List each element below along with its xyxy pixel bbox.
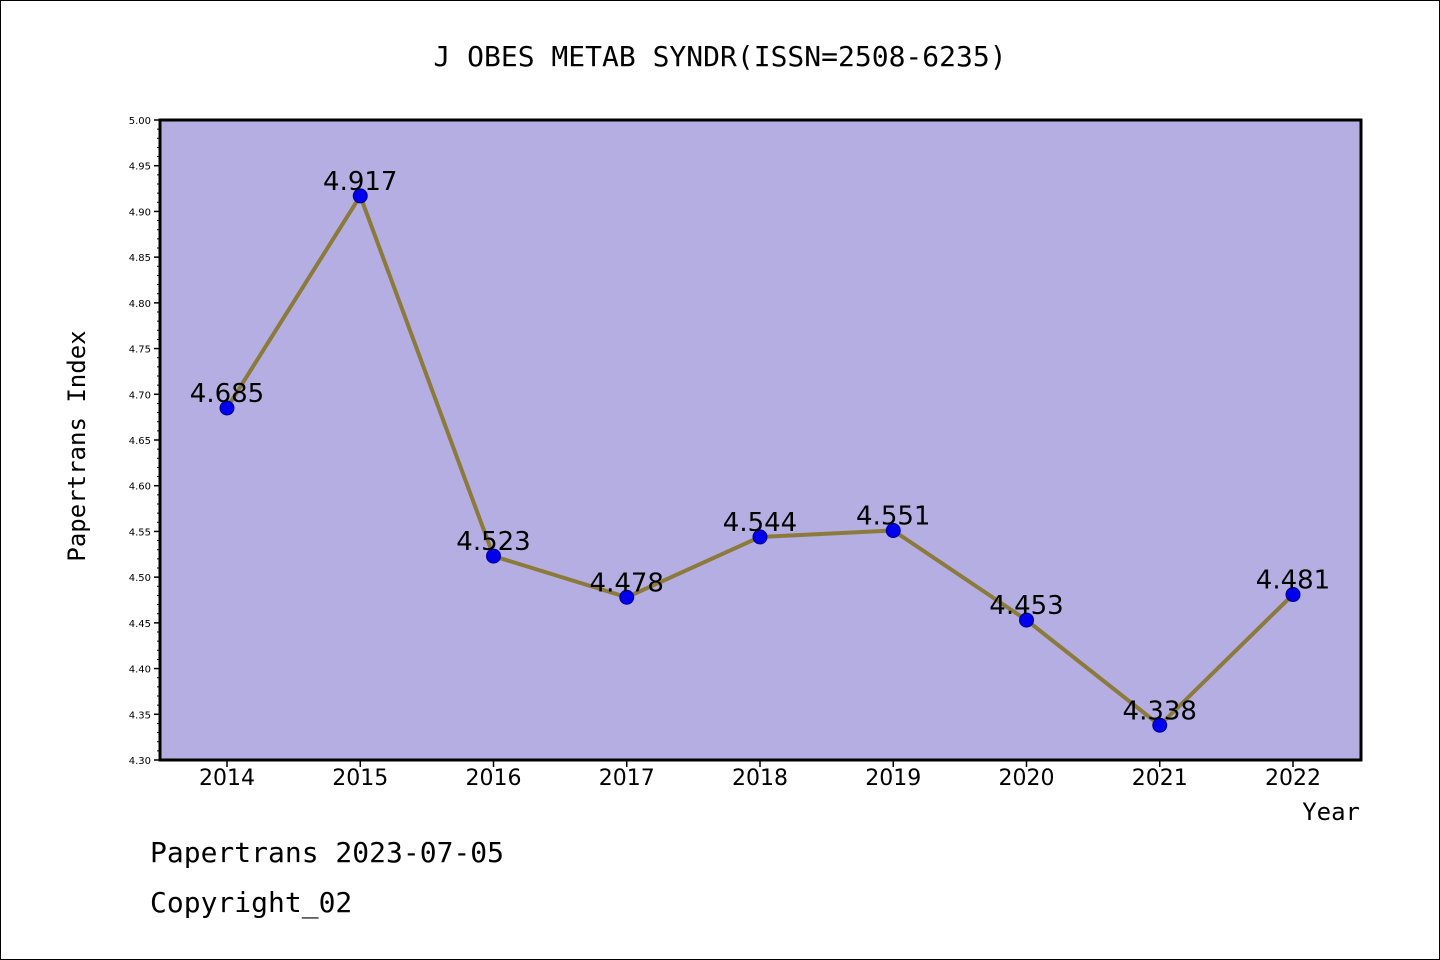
data-point — [1019, 612, 1034, 628]
y-axis: 4.30 4.35 4.40 4.45 4.50 4.55 4.60 4.65 4.70 4.75… — [129, 116, 160, 767]
data-label: 4.338 — [1123, 696, 1197, 726]
y-tick-label: 4.35 — [129, 710, 151, 721]
y-axis-label: Papertrans Index — [63, 330, 91, 561]
y-tick-label: 4.80 — [129, 299, 151, 310]
y-tick-label: 4.40 — [129, 665, 151, 676]
data-label: 4.478 — [590, 568, 664, 598]
x-tick-label: 2014 — [199, 766, 255, 791]
x-tick-label: 2018 — [732, 766, 788, 791]
y-tick-label: 4.50 — [129, 573, 151, 584]
data-label: 4.481 — [1256, 566, 1330, 596]
y-tick-label: 4.65 — [129, 436, 151, 447]
y-tick-label: 4.70 — [129, 390, 151, 401]
data-point — [885, 523, 901, 539]
data-label: 4.453 — [989, 591, 1063, 621]
y-tick-label: 4.30 — [129, 756, 151, 767]
y-tick-label: 4.85 — [129, 253, 151, 264]
data-labels: 4.685 4.917 4.523 4.478 4.544 4.551 4.453 4.338… — [190, 167, 1330, 726]
data-point — [619, 589, 635, 605]
data-label: 4.544 — [723, 508, 797, 538]
x-tick-label: 2022 — [1265, 766, 1321, 791]
x-axis-label: Year — [1302, 798, 1360, 826]
data-label: 4.685 — [190, 379, 264, 409]
data-point — [219, 400, 235, 416]
x-tick-label: 2019 — [865, 766, 921, 791]
x-tick-label: 2016 — [466, 766, 522, 791]
plot-border — [158, 118, 1363, 762]
y-tick-label: 5.00 — [129, 116, 151, 127]
data-point — [1285, 587, 1301, 603]
x-tick-label: 2015 — [332, 766, 388, 791]
x-tick-label: 2020 — [999, 766, 1055, 791]
chart-title: J OBES METAB SYNDR(ISSN=2508-6235) — [433, 40, 1006, 73]
data-point — [1152, 717, 1168, 733]
data-markers — [219, 188, 1301, 733]
y-tick-label: 4.90 — [129, 207, 151, 218]
y-tick-label: 4.45 — [129, 619, 151, 630]
data-label: 4.917 — [323, 167, 397, 197]
footer-copyright: Copyright_02 — [150, 886, 353, 919]
y-tick-label: 4.95 — [129, 162, 151, 173]
data-label: 4.523 — [456, 527, 530, 557]
data-point — [486, 548, 501, 564]
y-tick-label: 4.60 — [129, 482, 151, 493]
plot-area — [160, 120, 1361, 760]
data-point — [352, 188, 368, 204]
y-tick-label: 4.55 — [129, 527, 151, 538]
data-label: 4.551 — [856, 502, 930, 532]
y-tick-label: 4.75 — [129, 345, 151, 356]
x-tick-label: 2017 — [599, 766, 655, 791]
footer-date: Papertrans 2023-07-05 — [150, 836, 505, 869]
x-tick-label: 2021 — [1132, 766, 1188, 791]
x-axis: 2014 2015 2016 2017 2018 2019 2020 2021 2022 — [199, 760, 1321, 791]
data-point — [752, 529, 768, 545]
